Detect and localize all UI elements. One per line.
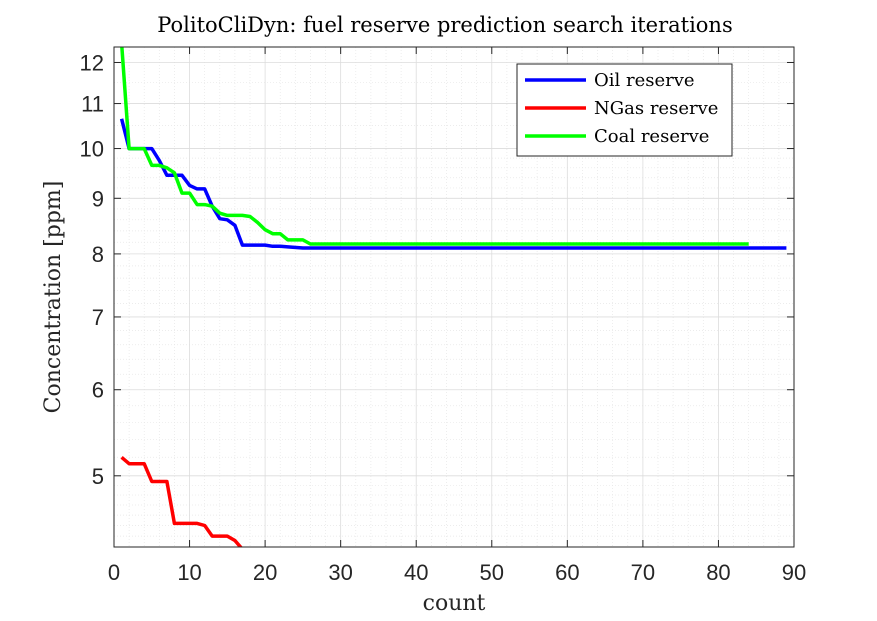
series-layer [119, 47, 787, 547]
y-tick-label: 10 [80, 137, 104, 162]
y-tick-label: 8 [92, 242, 104, 267]
y-tick-label: 6 [92, 378, 104, 403]
tick-marks [113, 47, 795, 547]
x-tick-label: 0 [108, 560, 120, 585]
y-tick-label: 12 [80, 50, 104, 75]
x-tick-label: 20 [253, 560, 277, 585]
legend-label-ngas-reserve: NGas reserve [594, 98, 718, 119]
x-tick-label: 70 [631, 560, 655, 585]
x-tick-label: 50 [480, 560, 504, 585]
plot-frame [113, 46, 795, 548]
y-tick-label: 7 [92, 305, 104, 330]
y-tick-label: 5 [92, 464, 104, 489]
y-tick-labels: 5 6 7 8 9 10 11 12 [80, 50, 104, 488]
y-tick-label: 11 [81, 92, 104, 117]
x-tick-label: 80 [706, 560, 730, 585]
series-line-coal-reserve [120, 47, 749, 246]
x-tick-labels: 0 10 20 30 40 50 60 70 80 90 [108, 560, 806, 585]
legend: Oil reserve NGas reserve Coal reserve [516, 63, 733, 157]
grid [114, 47, 794, 547]
series-line-ngas-reserve [120, 455, 243, 547]
chart-title: PolitoCliDyn: fuel reserve prediction se… [157, 13, 733, 37]
y-axis-label: Concentration [ppm] [41, 181, 66, 414]
x-tick-label: 40 [404, 560, 428, 585]
legend-label-coal-reserve: Coal reserve [594, 126, 709, 147]
x-tick-label: 60 [555, 560, 579, 585]
x-axis-label: count [423, 591, 486, 616]
x-tick-label: 10 [177, 560, 201, 585]
x-tick-label: 30 [328, 560, 352, 585]
y-tick-label: 9 [92, 186, 104, 211]
x-tick-label: 90 [782, 560, 806, 585]
legend-label-oil-reserve: Oil reserve [594, 70, 695, 91]
legend-entries: Oil reserve NGas reserve Coal reserve [525, 70, 718, 147]
series-line-oil-reserve [119, 118, 787, 250]
